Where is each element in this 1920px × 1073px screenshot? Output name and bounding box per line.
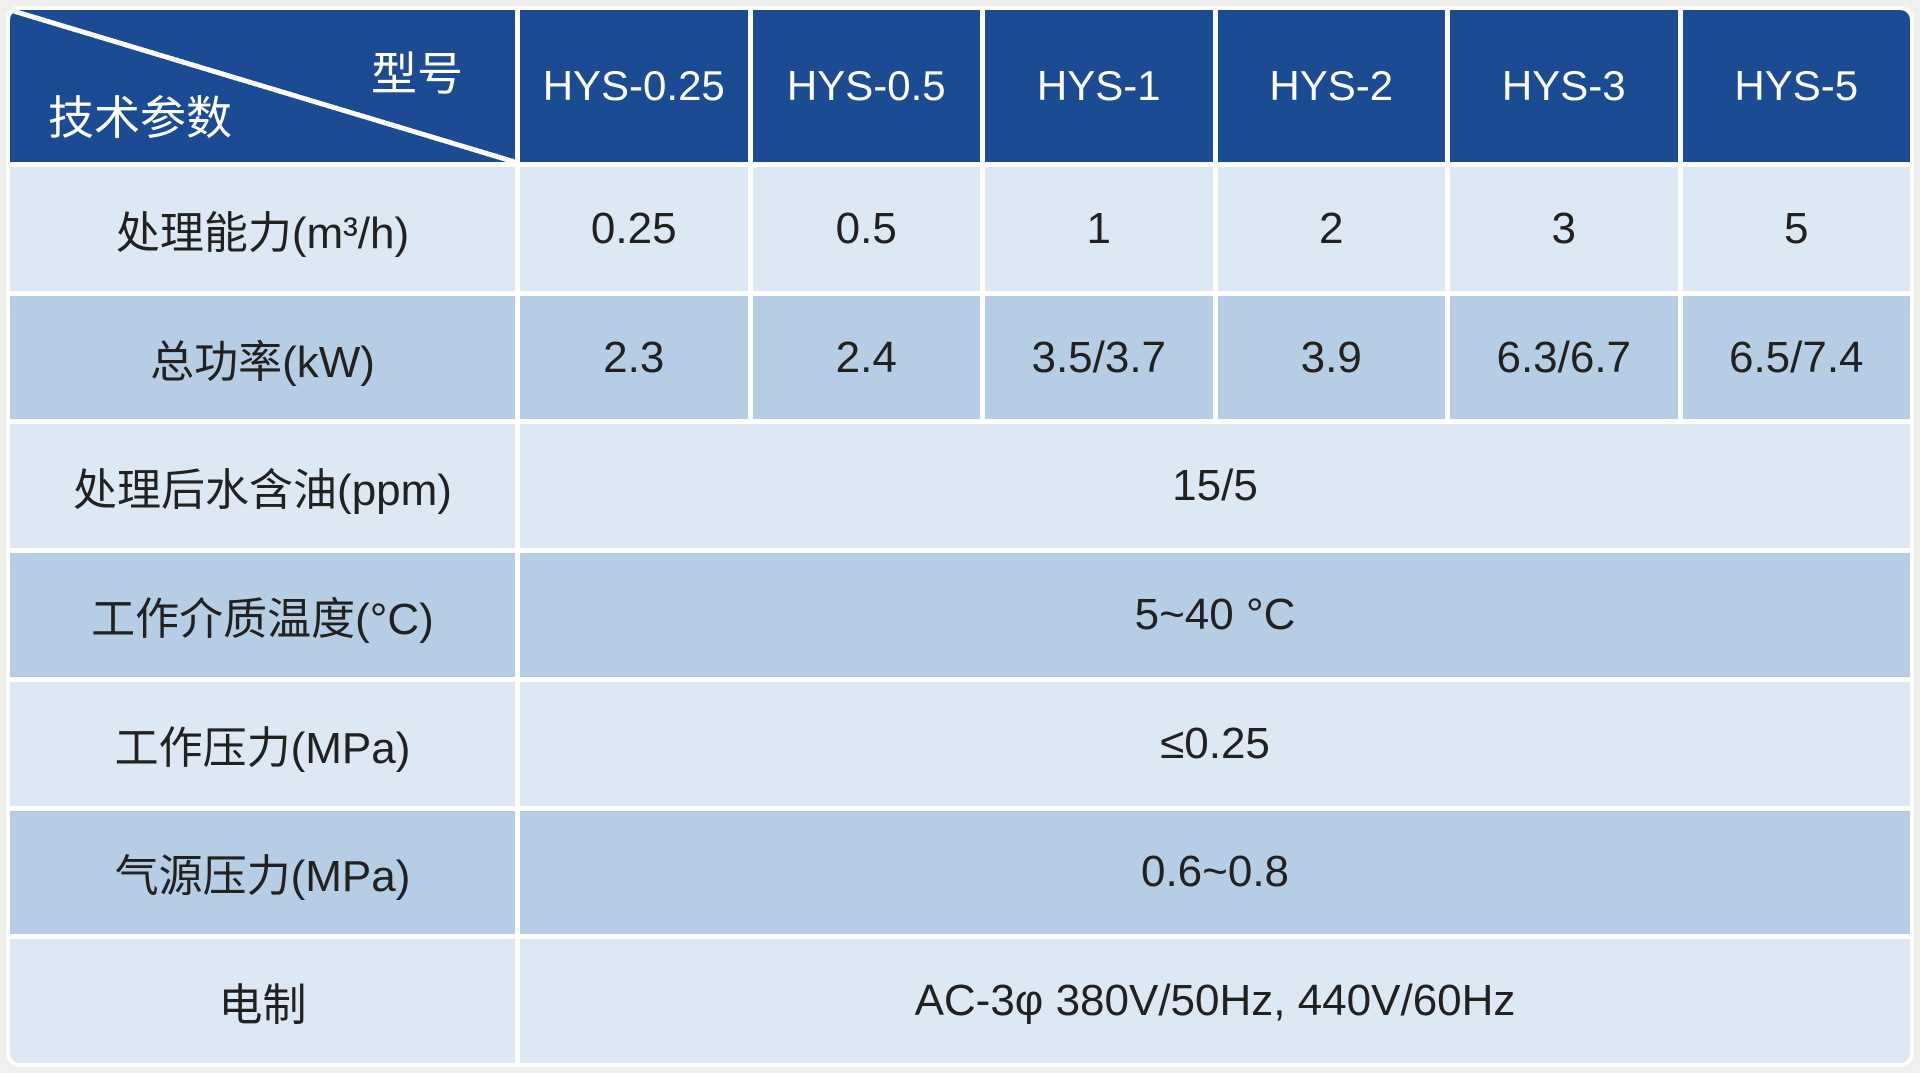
value-cell: 2: [1217, 167, 1445, 291]
model-header: HYS-0.25: [520, 10, 748, 162]
row-label-electric: 电制: [10, 939, 515, 1063]
model-header: HYS-1: [985, 10, 1213, 162]
value-cell: 2.4: [752, 295, 980, 420]
corner-label-model: 型号: [371, 48, 463, 100]
value-cell: 1: [985, 167, 1213, 291]
corner-header-cell: 型号 技术参数: [10, 10, 515, 162]
row-label-working-pressure: 工作压力(MPa): [10, 681, 515, 806]
value-cell: 0.25: [520, 167, 748, 291]
diagonal-divider: [10, 10, 515, 162]
model-header: HYS-3: [1450, 10, 1678, 162]
model-header: HYS-2: [1217, 10, 1445, 162]
row-label-temperature: 工作介质温度(°C): [10, 553, 515, 677]
value-cell: 3.9: [1217, 295, 1445, 420]
corner-label-parameters: 技术参数: [48, 92, 232, 144]
row-label-power: 总功率(kW): [10, 295, 515, 420]
value-cell: 2.3: [520, 295, 748, 420]
model-header: HYS-5: [1682, 10, 1910, 162]
row-label-oil-content: 处理后水含油(ppm): [10, 424, 515, 549]
value-cell: 5: [1682, 167, 1910, 291]
span-value-cell: 5~40 °C: [520, 553, 1910, 677]
row-label-air-pressure: 气源压力(MPa): [10, 810, 515, 935]
spec-table: 型号 技术参数 HYS-0.25 HYS-0.5 HYS-1 HYS-2 HYS…: [6, 6, 1914, 1067]
value-cell: 3: [1450, 167, 1678, 291]
value-cell: 6.5/7.4: [1682, 295, 1910, 420]
value-cell: 3.5/3.7: [985, 295, 1213, 420]
model-header: HYS-0.5: [752, 10, 980, 162]
value-cell: 0.5: [752, 167, 980, 291]
span-value-cell: 15/5: [520, 424, 1910, 549]
value-cell: 6.3/6.7: [1450, 295, 1678, 420]
span-value-cell: ≤0.25: [520, 681, 1910, 806]
span-value-cell: AC-3φ 380V/50Hz, 440V/60Hz: [520, 939, 1910, 1063]
row-label-capacity: 处理能力(m³/h): [10, 167, 515, 291]
span-value-cell: 0.6~0.8: [520, 810, 1910, 935]
